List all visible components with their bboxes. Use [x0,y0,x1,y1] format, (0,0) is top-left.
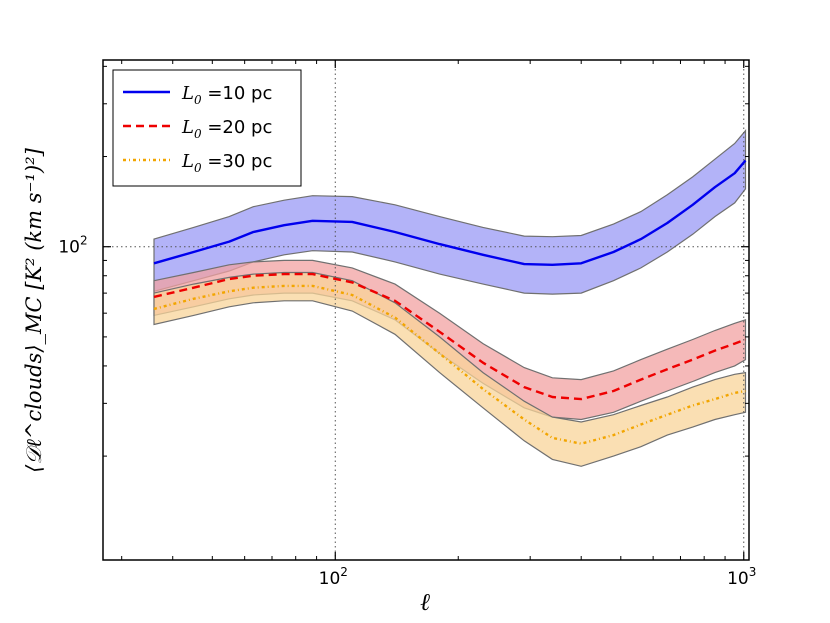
axis-ticks [103,60,749,561]
tick-labels: 102 103 102 [58,234,756,589]
plot-frame [102,59,750,561]
series-line-0 [153,159,747,266]
legend-label-1: L0 =20 pc [181,117,272,141]
series-line-2 [153,284,746,445]
band-series-0 [153,129,747,295]
band-series-2 [153,271,747,467]
y-tick-label-0: 102 [58,234,87,258]
x-axis-label: ℓ [420,588,430,616]
legend-box [112,69,302,187]
series-lines [153,159,747,445]
x-tick-label-1: 103 [727,565,756,589]
legend-label-0: L0 =10 pc [181,83,272,107]
legend-label-2: L0 =30 pc [181,151,272,175]
y-axis-label-box: ⟨𝒟ℓ^clouds⟩_MC [K² (km s⁻¹)²] [8,120,60,500]
x-tick-label-0: 102 [319,565,348,589]
series-line-1 [153,272,746,401]
y-axis-label: ⟨𝒟ℓ^clouds⟩_MC [K² (km s⁻¹)²] [21,147,46,473]
legend: L0 =10 pc L0 =20 pc L0 =30 pc [112,69,302,187]
